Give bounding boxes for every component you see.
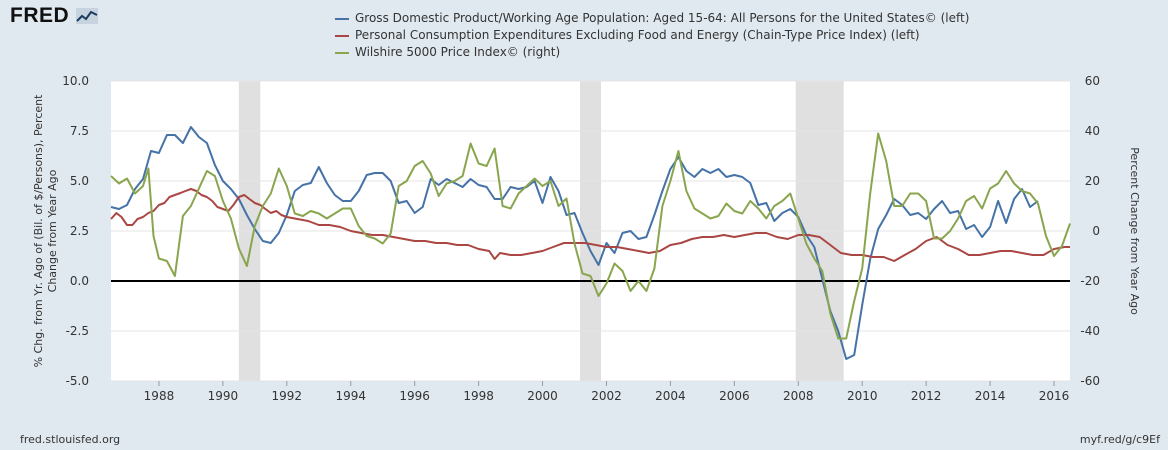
fred-logo-graph-icon: [75, 8, 98, 24]
right-axis-title: Percent Change from Year Ago: [1128, 147, 1141, 315]
pce-series-line: [110, 188, 1070, 262]
x-axis-tick-label: 2002: [591, 389, 622, 403]
legend-item-pce[interactable]: Personal Consumption Expenditures Exclud…: [335, 27, 969, 44]
x-axis-tick-label: 2012: [911, 389, 942, 403]
wilshire-series-line: [110, 132, 1071, 340]
x-axis-tick-label: 2016: [1039, 389, 1070, 403]
x-axis-tick-label: 1998: [463, 389, 494, 403]
x-axis-tick-label: 1988: [144, 389, 175, 403]
x-axis-tick-label: 1994: [335, 389, 366, 403]
x-axis-tick-label: 2008: [783, 389, 814, 403]
x-axis-tick-label: 2004: [655, 389, 686, 403]
gdp-series-line: [110, 126, 1039, 360]
left-axis-tick-label: -2.5: [66, 324, 89, 338]
right-axis-tick-label: -60: [1080, 374, 1100, 388]
legend-label-gdp: Gross Domestic Product/Working Age Popul…: [355, 11, 970, 25]
right-axis-tick-label: -40: [1080, 324, 1100, 338]
x-axis-tick-label: 1992: [272, 389, 303, 403]
left-axis-tick-label: 2.5: [70, 224, 89, 238]
legend-swatch-wilshire: [335, 51, 349, 54]
x-axis-tick-label: 2010: [847, 389, 878, 403]
legend-label-wilshire: Wilshire 5000 Price Index© (right): [355, 45, 561, 59]
right-axis-tick-label: -20: [1080, 274, 1100, 288]
legend-item-wilshire[interactable]: Wilshire 5000 Price Index© (right): [335, 44, 969, 61]
chart-legend: Gross Domestic Product/Working Age Popul…: [335, 10, 969, 61]
x-axis-tick-label: 2014: [975, 389, 1006, 403]
right-axis-tick-label: 60: [1085, 74, 1100, 88]
x-axis-tick-label: 2000: [527, 389, 558, 403]
legend-swatch-gdp: [335, 17, 349, 20]
x-axis-tick-label: 1996: [399, 389, 430, 403]
left-axis-title-line1: % Chg. from Yr. Ago of (Bil. of $/Person…: [32, 94, 45, 368]
fred-logo: FRED: [10, 4, 98, 28]
legend-label-pce: Personal Consumption Expenditures Exclud…: [355, 28, 920, 42]
right-axis-tick-label: 40: [1085, 124, 1100, 138]
left-axis-tick-label: 0.0: [70, 274, 89, 288]
x-axis-tick-label: 2006: [719, 389, 750, 403]
right-axis-tick-label: 0: [1092, 224, 1100, 238]
right-axis-tick-label: 20: [1085, 174, 1100, 188]
left-axis-tick-label: -5.0: [66, 374, 89, 388]
left-axis-tick-label: 5.0: [70, 174, 89, 188]
legend-item-gdp[interactable]: Gross Domestic Product/Working Age Popul…: [335, 10, 969, 27]
x-axis-tick-label: 1990: [208, 389, 239, 403]
short-url-link[interactable]: myf.red/g/c9Ef: [1079, 433, 1160, 446]
legend-swatch-pce: [335, 34, 349, 37]
left-axis-tick-label: 10.0: [62, 74, 89, 88]
source-link[interactable]: fred.stlouisfed.org: [20, 433, 121, 446]
left-axis-title-line2: Change from Year Ago: [46, 169, 59, 292]
left-axis-tick-label: 7.5: [70, 124, 89, 138]
